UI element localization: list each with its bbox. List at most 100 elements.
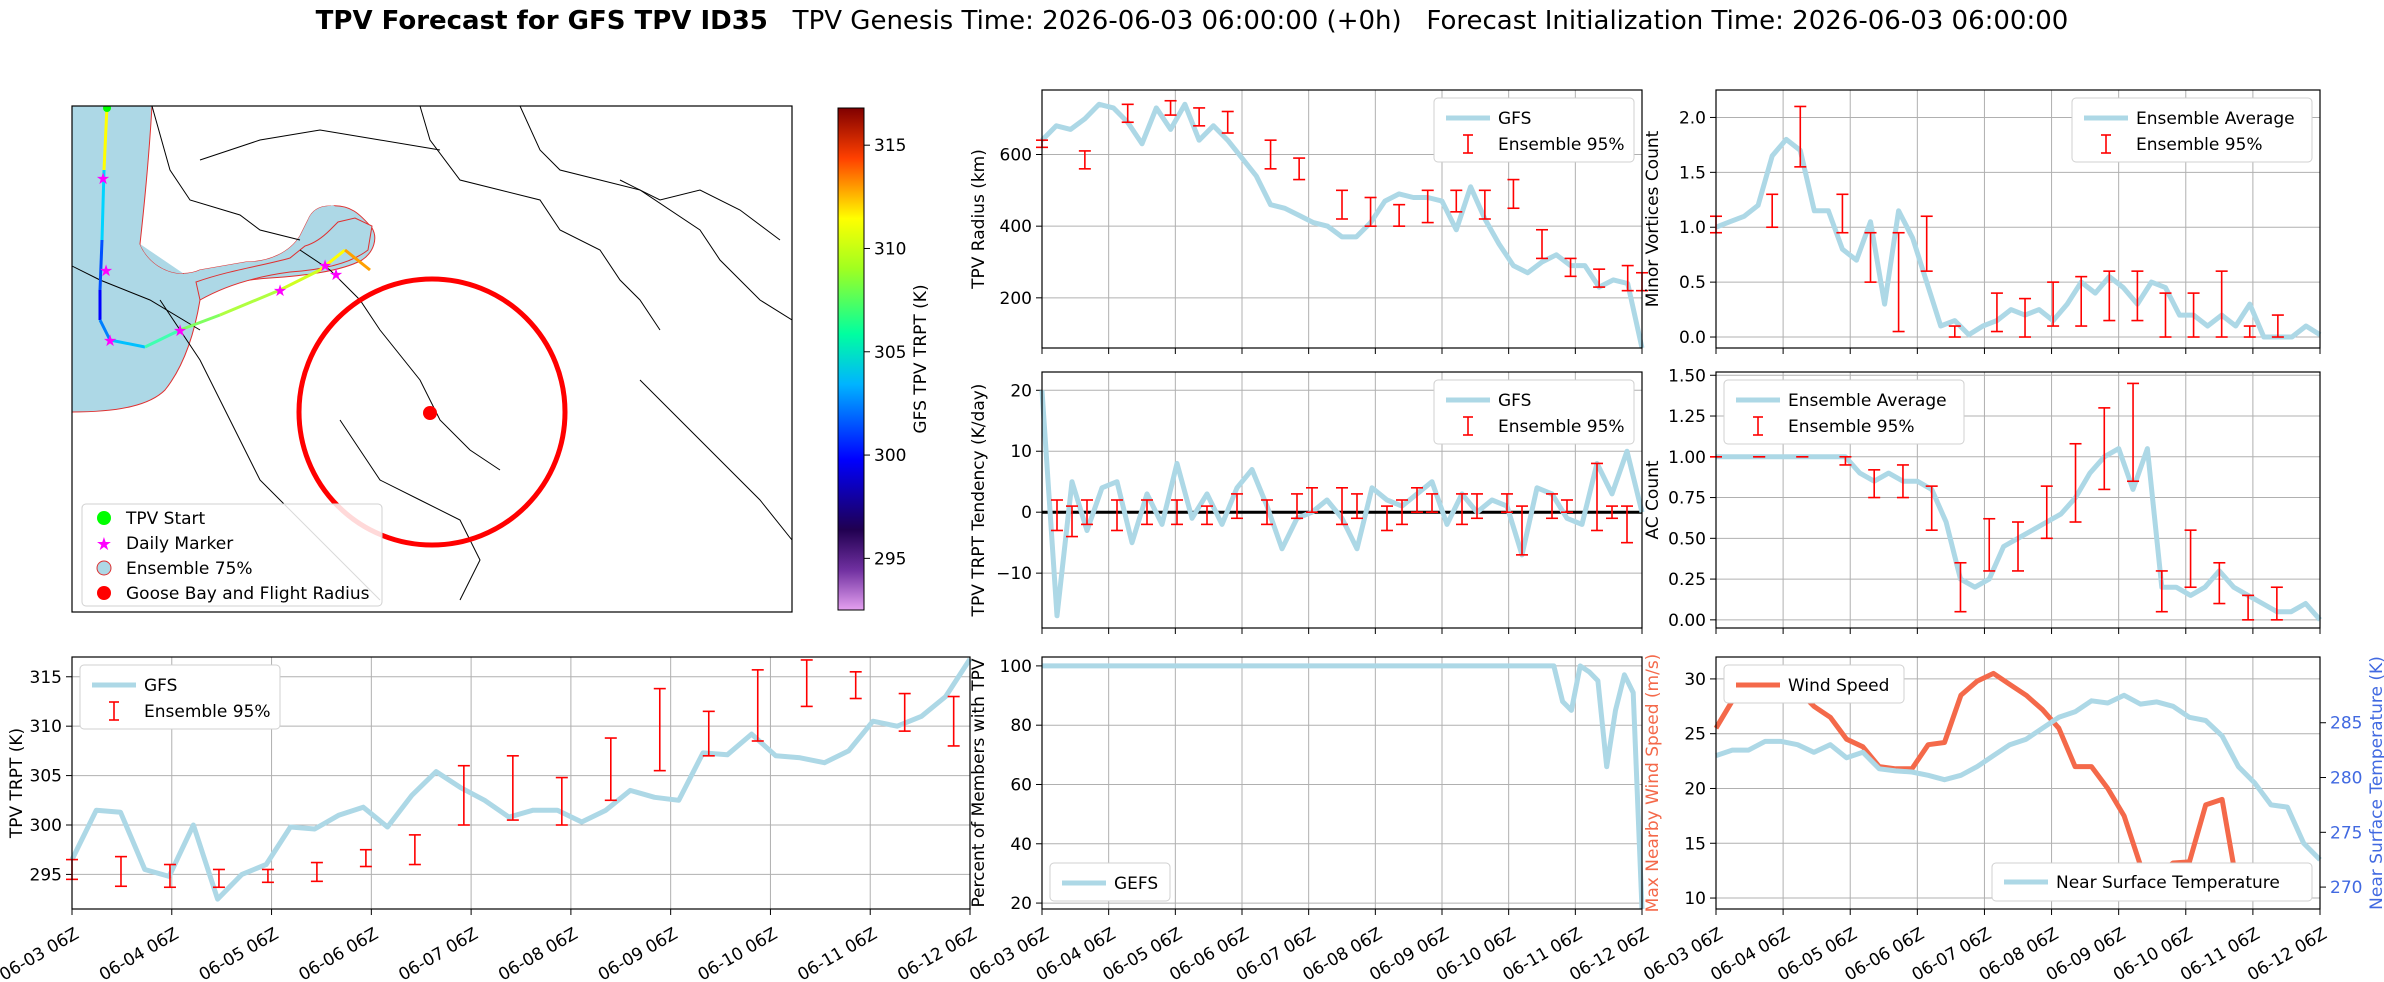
legend-label: GFS bbox=[1498, 391, 1531, 411]
xtick-label: 06-11 06Z bbox=[794, 924, 880, 982]
track-segment bbox=[100, 169, 106, 241]
legend-box bbox=[1723, 664, 1905, 704]
chart-tendency: −10 0 10 20 TPV TRPT Tendency (K/day) GFS Ense… bbox=[969, 371, 1645, 634]
legend-label: Near Surface Temperature bbox=[2056, 873, 2280, 893]
legend-label: Wind Speed bbox=[1788, 676, 1889, 696]
track-segment bbox=[179, 313, 221, 332]
map-legend-label: Daily Marker bbox=[126, 534, 233, 554]
coastline bbox=[619, 179, 781, 241]
colorbar-tick-label: 305 bbox=[874, 343, 906, 363]
ytick-label: 1.00 bbox=[1668, 448, 1706, 468]
legend-box bbox=[1723, 379, 1965, 445]
colorbar-tick-label: 310 bbox=[874, 239, 906, 259]
ytick-label: 315 bbox=[30, 668, 62, 688]
colorbar-tick-label: 295 bbox=[874, 549, 906, 569]
ytick-label: 0.5 bbox=[1679, 273, 1706, 293]
ytick-label: 10 bbox=[1010, 442, 1032, 462]
ytick-label: 0.75 bbox=[1668, 489, 1706, 509]
ytick-label: 1.0 bbox=[1679, 218, 1706, 238]
green-circle-icon bbox=[97, 511, 111, 525]
axes-frame bbox=[1041, 371, 1643, 629]
chart-ac: 0.00 0.25 0.50 0.75 1.00 1.25 1.50 AC Count Ense… bbox=[1643, 366, 2322, 634]
lightblue-circle-icon bbox=[96, 560, 112, 576]
series-line bbox=[1042, 663, 1645, 910]
goose-bay-icon bbox=[423, 406, 437, 420]
legend-label: GFS bbox=[144, 676, 177, 696]
xtick-label: 06-09 06Z bbox=[595, 924, 681, 982]
ytick-label: 40 bbox=[1010, 835, 1032, 855]
chart-radius: 200 400 600 TPV Radius (km) GFS Ensemble 95% bbox=[969, 89, 1648, 354]
legend-box-right bbox=[1991, 862, 2313, 902]
axes-frame bbox=[1715, 371, 2321, 629]
ytick-label: 20 bbox=[1010, 894, 1032, 914]
track-segment bbox=[219, 288, 281, 317]
legend: GFS Ensemble 95% bbox=[79, 664, 281, 730]
xtick-label: 06-04 06Z bbox=[96, 924, 182, 982]
ylabel: TPV Radius (km) bbox=[969, 149, 989, 290]
series-line bbox=[1040, 101, 1645, 349]
xtick-label: 06-03 06Z bbox=[0, 924, 83, 982]
legend-label: Ensemble 95% bbox=[1788, 417, 1915, 437]
xtick-label: 06-10 06Z bbox=[695, 924, 781, 982]
ytick-label: 0 bbox=[1021, 503, 1032, 523]
ytick-right-label: 280 bbox=[2330, 769, 2362, 789]
ytick-label: 10 bbox=[1684, 889, 1706, 909]
map-legend-label: TPV Start bbox=[125, 509, 206, 529]
legend: GEFS bbox=[1049, 862, 1171, 902]
axes-frame bbox=[1715, 89, 2321, 349]
series-line-right bbox=[1715, 692, 2322, 862]
coastline bbox=[299, 249, 501, 471]
legend-label: GEFS bbox=[1114, 874, 1158, 894]
ytick-label: 20 bbox=[1010, 381, 1032, 401]
daily-marker-icon: ★ bbox=[329, 265, 343, 284]
title-rest: TPV Genesis Time: 2026-06-03 06:00:00 (+… bbox=[767, 6, 2069, 36]
coastline bbox=[199, 129, 441, 161]
ytick-label: 30 bbox=[1684, 670, 1706, 690]
xtick-label: 06-07 06Z bbox=[395, 924, 481, 982]
ylabel: AC Count bbox=[1643, 460, 1663, 539]
daily-marker-icon: ★ bbox=[173, 321, 187, 340]
xtick-label: 06-12 06Z bbox=[894, 924, 980, 982]
red-circle-icon bbox=[97, 586, 111, 600]
legend-label: Ensemble Average bbox=[1788, 391, 1947, 411]
colorbar-bar bbox=[837, 107, 865, 611]
legend-label: Ensemble 95% bbox=[1498, 135, 1625, 155]
xtick-label: 06-06 06Z bbox=[296, 924, 382, 982]
series-line bbox=[1715, 136, 2322, 340]
flight-radius-circle bbox=[296, 276, 568, 548]
ytick-label: 1.50 bbox=[1668, 366, 1706, 386]
title-bold: TPV Forecast for GFS TPV ID35 bbox=[315, 6, 768, 36]
ytick-label: 310 bbox=[30, 717, 62, 737]
colorbar: 295 300 305 310 315 GFS TPV TRPT (K) bbox=[837, 107, 931, 611]
track-segment bbox=[344, 248, 371, 272]
ytick-label: 80 bbox=[1010, 716, 1032, 736]
ytick-right-label: 275 bbox=[2330, 823, 2362, 843]
track-segment bbox=[109, 338, 146, 349]
xtick-label: 06-08 06Z bbox=[495, 924, 581, 982]
legend-label: Ensemble 95% bbox=[1498, 417, 1625, 437]
legend: GFS Ensemble 95% bbox=[1433, 97, 1635, 163]
axes-frame bbox=[1715, 656, 2321, 910]
map-legend-box bbox=[81, 503, 383, 607]
legend: Ensemble Average Ensemble 95% bbox=[1723, 379, 1965, 445]
track-segment bbox=[279, 268, 321, 292]
ytick-label: −10 bbox=[996, 564, 1032, 584]
ylabel-right: Near Surface Temperature (K) bbox=[2367, 656, 2384, 910]
ytick-label: 25 bbox=[1684, 725, 1706, 745]
ytick-label: 0.50 bbox=[1668, 529, 1706, 549]
tpv-start-icon bbox=[103, 106, 111, 112]
track-segment bbox=[98, 239, 104, 291]
series-line bbox=[69, 657, 973, 902]
daily-marker-icon: ★ bbox=[103, 331, 117, 350]
colorbar-tick-label: 315 bbox=[874, 136, 906, 156]
ytick-label: 200 bbox=[1000, 289, 1032, 309]
coastline bbox=[151, 106, 301, 241]
magenta-star-icon: ★ bbox=[96, 534, 112, 555]
legend: Wind Speed Near Surface Temperature bbox=[1723, 664, 2313, 902]
coastline bbox=[72, 265, 201, 331]
legend-box bbox=[1433, 379, 1635, 445]
ylabel: TPV TRPT (K) bbox=[7, 728, 27, 839]
coastline bbox=[419, 106, 661, 331]
ytick-label: 600 bbox=[1000, 146, 1032, 166]
